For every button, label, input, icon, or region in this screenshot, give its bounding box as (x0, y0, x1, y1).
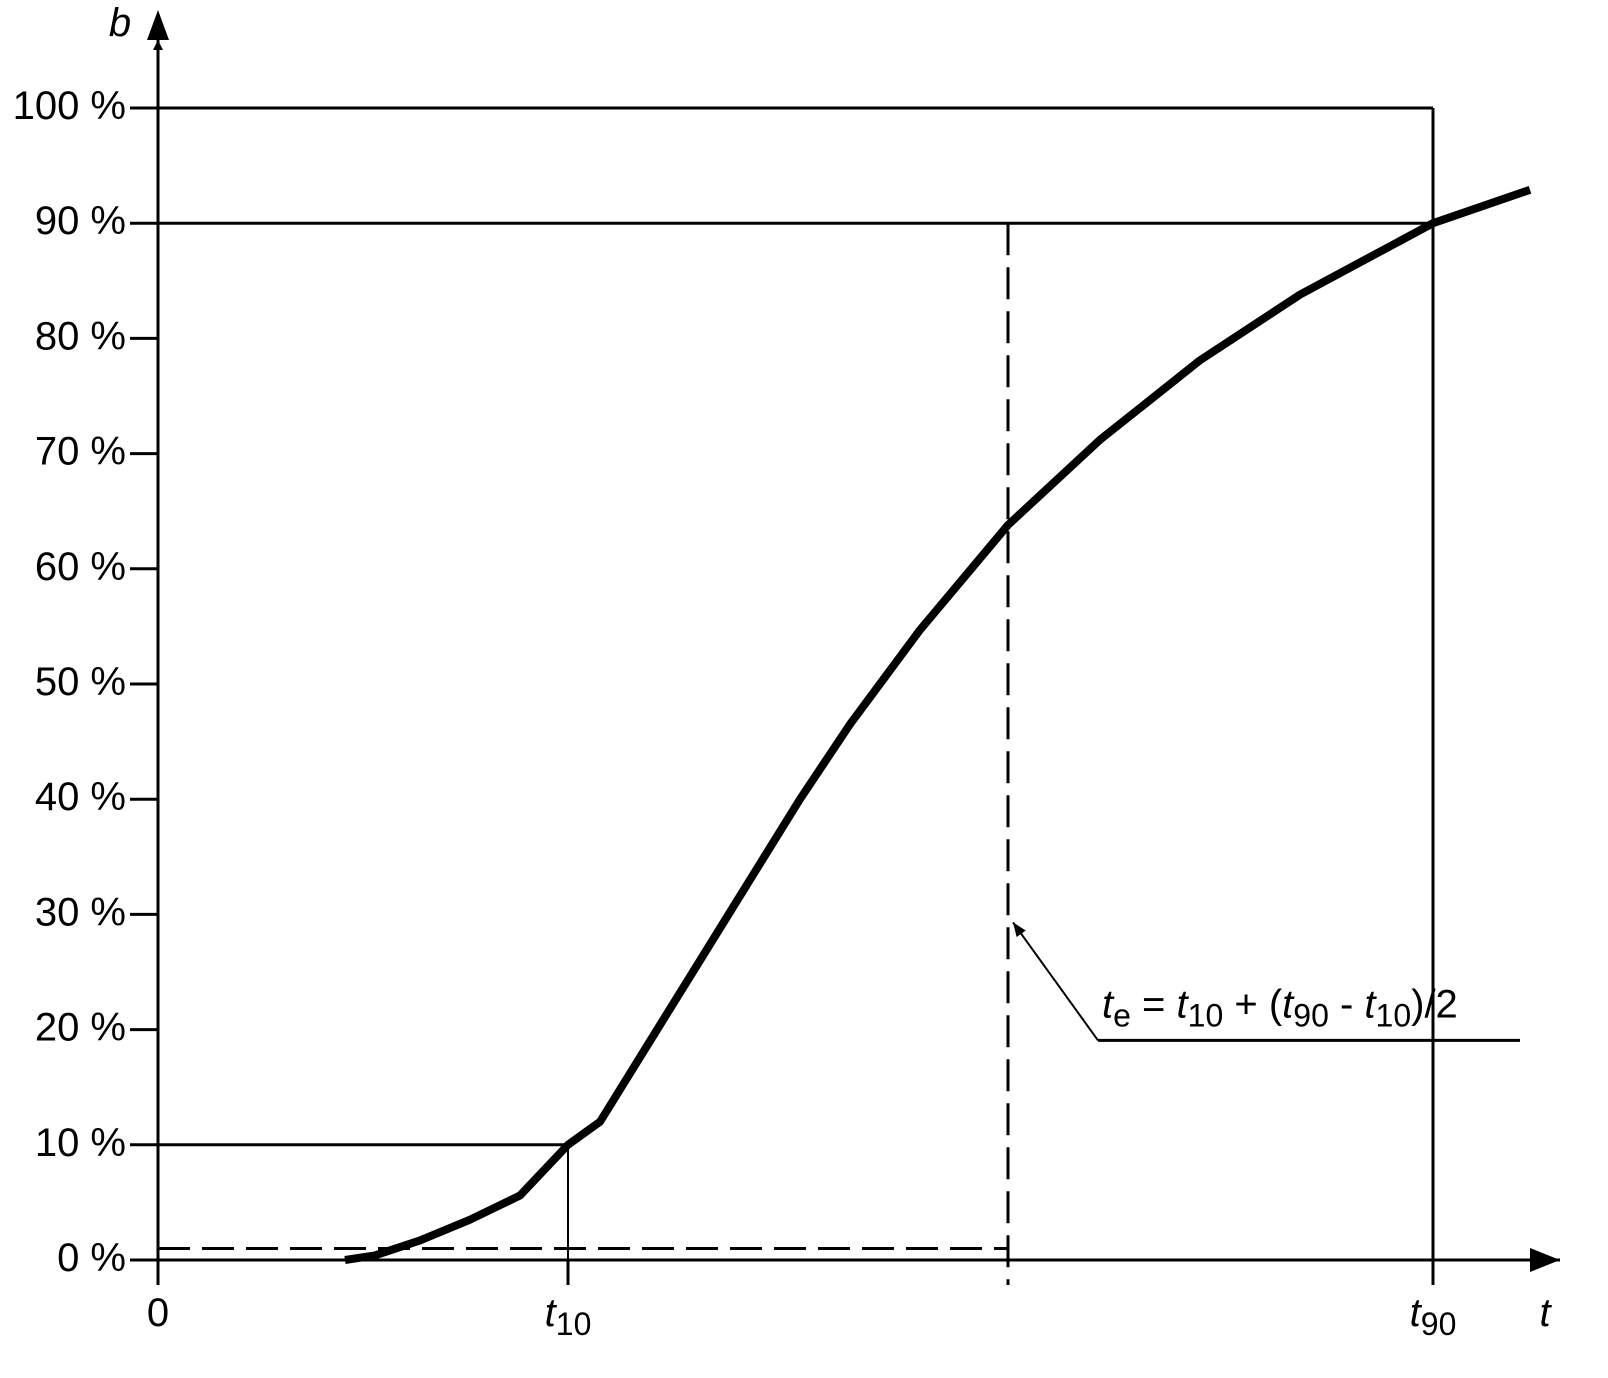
y-tick-label: 80 % (35, 314, 126, 358)
y-tick-label: 60 % (35, 544, 126, 588)
x-axis-label: t (1539, 1291, 1552, 1335)
annotation: te = t10 + (t90 - t10)/2 (1102, 982, 1458, 1033)
y-axis-arrow (147, 10, 169, 40)
x-axis-arrow (1530, 1248, 1560, 1272)
x-tick-label: t10 (545, 1291, 592, 1342)
x-tick-label: t90 (1410, 1291, 1457, 1342)
x-tick-label: 0 (147, 1291, 169, 1335)
y-tick-label: 30 % (35, 890, 126, 934)
y-tick-label: 90 % (35, 199, 126, 243)
y-tick-label: 0 % (57, 1236, 126, 1280)
y-tick-label: 100 % (13, 84, 126, 128)
curve (344, 186, 1532, 1264)
y-tick-label: 20 % (35, 1005, 126, 1049)
y-tick-label: 70 % (35, 429, 126, 473)
y-tick-label: 10 % (35, 1120, 126, 1164)
y-axis-label: b (109, 1, 131, 45)
y-tick-label: 50 % (35, 660, 126, 704)
annotation-leader (1012, 921, 1099, 1041)
y-tick-label: 40 % (35, 775, 126, 819)
